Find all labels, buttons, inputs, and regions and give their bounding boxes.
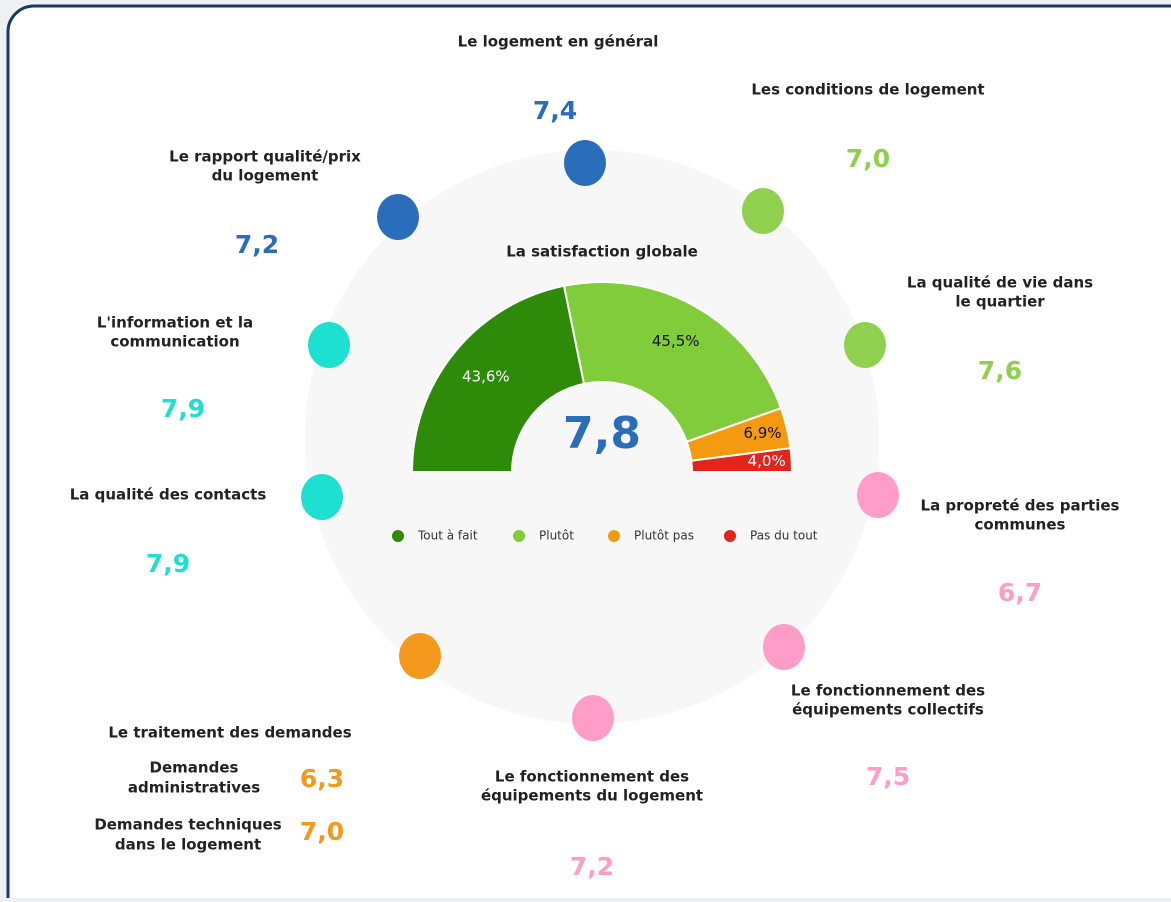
item-label: Le logement en général (458, 33, 659, 51)
sub-item-label: Demandes techniques (94, 816, 281, 834)
legend-label: Plutôt (539, 529, 574, 543)
indicator-dot (564, 140, 606, 186)
donut-segment (410, 284, 586, 473)
indicator-dot (377, 194, 419, 240)
item-label: communes (975, 516, 1066, 534)
item-label: équipements du logement (481, 787, 703, 805)
donut-segment (690, 447, 794, 473)
indicator-dot (572, 695, 614, 741)
indicator-dot (301, 474, 343, 520)
item-label: Le fonctionnement des (495, 768, 689, 786)
item-score: 7,4 (533, 96, 577, 125)
item-label: Les conditions de logement (751, 81, 984, 99)
legend-swatch (513, 530, 525, 542)
item-label: Le fonctionnement des (791, 682, 985, 700)
sub-item-label: dans le logement (115, 836, 261, 854)
item-label: La qualité des contacts (70, 486, 267, 504)
item-label: La propreté des parties (921, 497, 1120, 515)
item-score: 7,9 (146, 549, 190, 578)
sub-item-score: 6,3 (300, 764, 344, 793)
indicator-dot (763, 624, 805, 670)
item-score: 7,2 (235, 230, 279, 259)
chart-title: La satisfaction globale (506, 243, 698, 261)
item-label: L'information et la (97, 314, 253, 332)
item-score: 7,5 (866, 762, 910, 791)
item-label: communication (110, 333, 239, 351)
item-score: 6,7 (998, 578, 1042, 607)
indicator-dot (399, 633, 441, 679)
legend-label: Tout à fait (417, 529, 478, 543)
item-score: 7,6 (978, 356, 1022, 385)
legend-label: Pas du tout (750, 529, 818, 543)
item-label: Le traitement des demandes (108, 724, 351, 742)
legend-swatch (724, 530, 736, 542)
item-label: La qualité de vie dans (907, 274, 1093, 292)
donut-segment (562, 281, 783, 444)
segment-label: 43,6% (462, 368, 510, 386)
sub-item-label: administratives (128, 779, 260, 797)
item-score: 7,0 (846, 144, 890, 173)
sub-item-label: Demandes (150, 759, 239, 777)
sub-item-score: 7,0 (300, 817, 344, 846)
indicator-dot (844, 322, 886, 368)
indicator-dot (857, 472, 899, 518)
indicator-dot (742, 188, 784, 234)
segment-label: 45,5% (652, 332, 700, 350)
item-label: Le rapport qualité/prix (169, 148, 361, 166)
indicator-dot (308, 322, 350, 368)
legend-swatch (608, 530, 620, 542)
item-score: 7,9 (161, 394, 205, 423)
item-label: du logement (212, 167, 319, 185)
segment-label: 6,9% (743, 424, 781, 442)
segment-label: 4,0% (748, 452, 786, 470)
center-value: 7,8 (563, 408, 641, 459)
item-score: 7,2 (570, 852, 614, 881)
background-circle (305, 150, 879, 724)
legend-label: Plutôt pas (634, 529, 694, 543)
item-label: le quartier (955, 293, 1045, 311)
legend-swatch (392, 530, 404, 542)
item-label: équipements collectifs (792, 701, 984, 719)
